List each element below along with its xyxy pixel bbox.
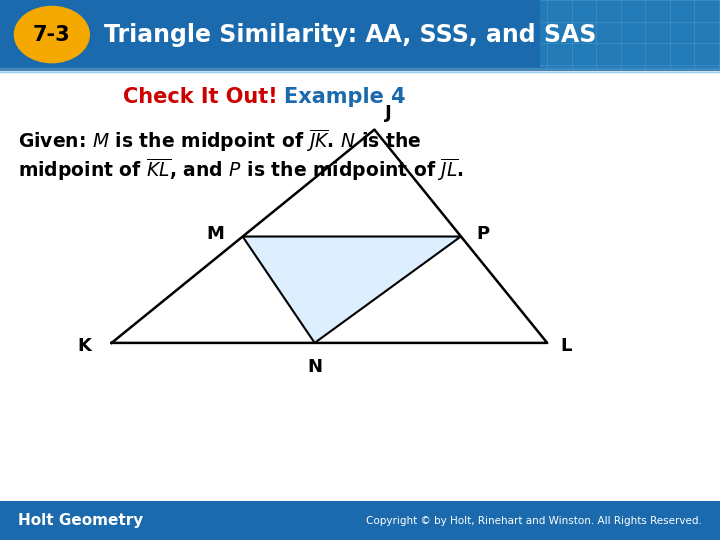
Text: 7-3: 7-3 (33, 24, 71, 45)
Text: M: M (207, 225, 225, 243)
Text: Given: $\mathit{M}$ is the midpoint of $\overline{JK}$. $\mathit{N}$ is the: Given: $\mathit{M}$ is the midpoint of $… (18, 127, 421, 154)
Bar (0, 0, 720, 69)
Text: Example 4: Example 4 (284, 87, 406, 107)
Text: Triangle Similarity: AA, SSS, and SAS: Triangle Similarity: AA, SSS, and SAS (104, 23, 597, 46)
Text: K: K (78, 336, 91, 355)
Text: midpoint of $\overline{KL}$, and $\mathit{P}$ is the midpoint of $\overline{JL}$: midpoint of $\overline{KL}$, and $\mathi… (18, 157, 464, 184)
Circle shape (14, 6, 89, 63)
Text: P: P (477, 225, 490, 243)
Text: J: J (385, 104, 392, 122)
Text: Check It Out!: Check It Out! (122, 87, 284, 107)
Text: Holt Geometry: Holt Geometry (18, 513, 143, 528)
Text: L: L (560, 336, 572, 355)
Polygon shape (243, 237, 461, 343)
Bar (0, 501, 720, 540)
Text: Copyright © by Holt, Rinehart and Winston. All Rights Reserved.: Copyright © by Holt, Rinehart and Winsto… (366, 516, 702, 525)
Text: N: N (307, 358, 322, 376)
Bar (540, 0, 720, 69)
